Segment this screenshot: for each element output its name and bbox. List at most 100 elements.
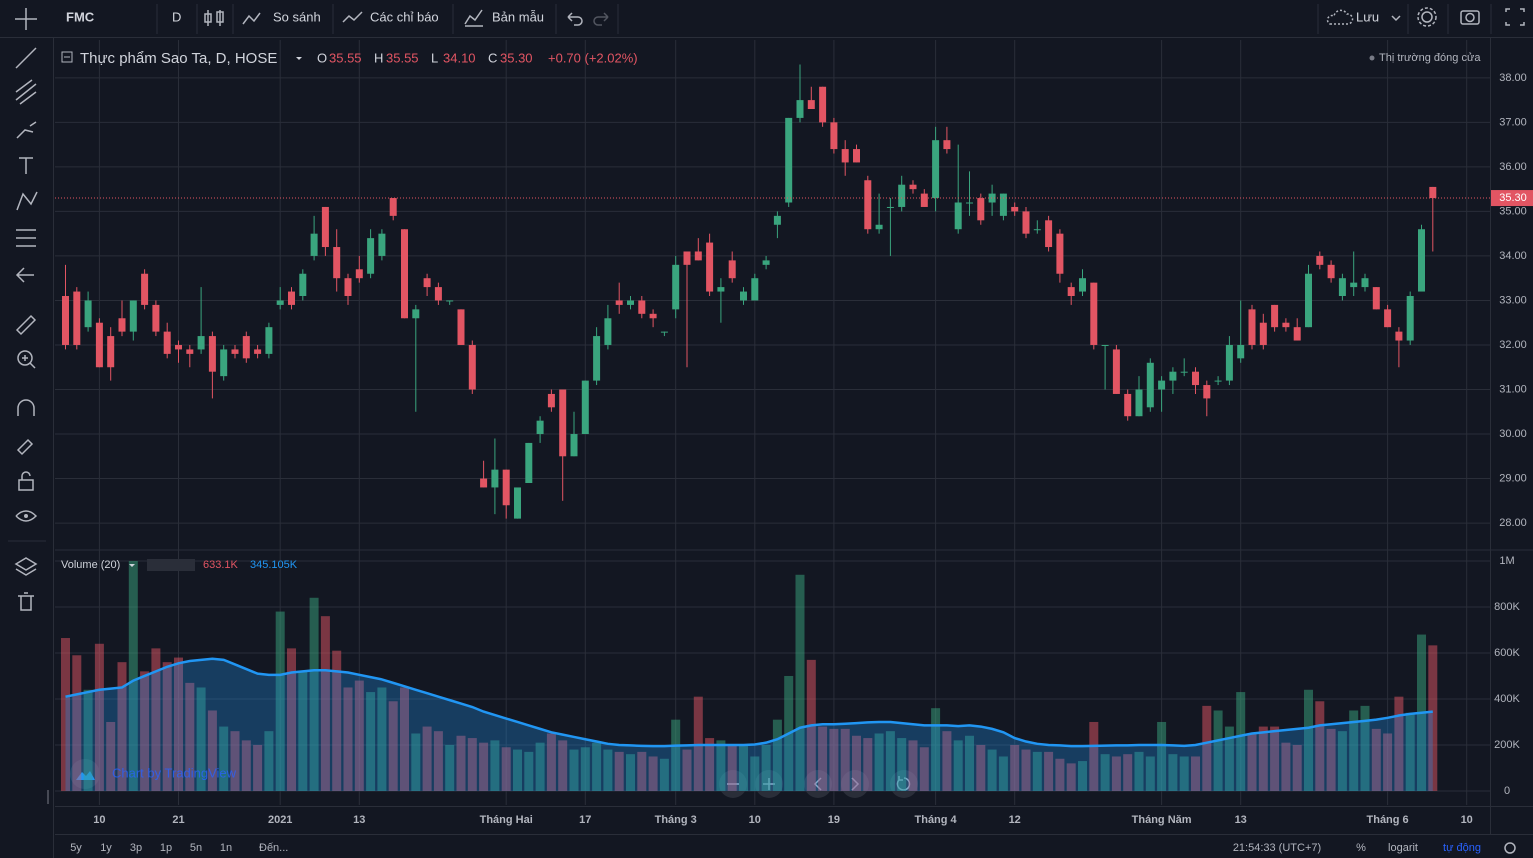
log-toggle[interactable]: logarit [1388, 842, 1418, 854]
candle-body [355, 269, 363, 279]
range-button[interactable]: 1y [100, 842, 112, 854]
volume-bar [140, 671, 150, 791]
candle-body [378, 233, 386, 256]
volume-bar [1394, 696, 1404, 791]
volume-bar [106, 721, 116, 791]
candle-body [175, 344, 182, 350]
volume-bar [513, 749, 522, 791]
range-button[interactable]: 3p [130, 842, 142, 854]
volume-bar [1111, 756, 1121, 791]
candle-body [604, 318, 612, 345]
volume-bar [456, 735, 466, 791]
candle-body [310, 233, 318, 256]
settings-icon[interactable] [1504, 842, 1516, 854]
x-tick-label: 10 [93, 814, 105, 826]
candle-body [220, 349, 228, 377]
volume-bar [422, 726, 432, 791]
legend-value: 35.55 [386, 50, 419, 65]
volume-bar [377, 687, 387, 791]
volume-bar [739, 744, 748, 791]
volume-bar [1055, 758, 1065, 791]
save-button[interactable]: Lưu [1356, 9, 1379, 24]
volume-bar [637, 751, 647, 791]
indicators-button[interactable]: Các chỉ báo [370, 9, 439, 24]
volume-last: 633.1K [203, 559, 239, 571]
volume-bar [716, 740, 726, 791]
candle-body [909, 184, 917, 190]
y-tick-label: 36.00 [1499, 161, 1527, 173]
ma-last: 345.105K [250, 559, 298, 571]
volume-bar [603, 749, 613, 791]
candle-body [333, 247, 341, 279]
volume-bar [1044, 751, 1054, 791]
legend-buttons[interactable] [147, 559, 195, 571]
volume-bar [569, 749, 579, 791]
candle-body [660, 331, 668, 333]
candle-body [1316, 255, 1324, 265]
candle-body [1225, 344, 1233, 381]
volume-bar [908, 740, 918, 791]
templates-button[interactable]: Bản mẫu [492, 9, 544, 24]
volume-bar [953, 740, 963, 791]
volume-bar [445, 744, 455, 791]
candle-body [502, 469, 510, 506]
range-button[interactable]: 5n [190, 842, 202, 854]
candle-body [536, 420, 544, 435]
candle-body [706, 242, 714, 292]
candle-body [581, 380, 589, 435]
interval[interactable]: D [172, 9, 181, 24]
volume-bar [400, 687, 409, 791]
candle-body [1169, 371, 1177, 381]
range-button[interactable]: 5y [70, 842, 82, 854]
x-tick-label: Tháng 4 [915, 814, 958, 826]
range-button[interactable]: 1p [160, 842, 172, 854]
range-button[interactable]: 1n [220, 842, 232, 854]
volume-bar [207, 710, 217, 791]
volume-bar [72, 655, 82, 791]
y-tick-label: 28.00 [1499, 517, 1527, 529]
volume-bar [320, 616, 330, 791]
volume-bar [626, 754, 635, 791]
x-tick-label: 21 [172, 814, 184, 826]
candle-body [1135, 389, 1143, 417]
volume-bar [558, 740, 568, 791]
auto-toggle[interactable]: tự động [1443, 842, 1481, 854]
candle-body [943, 140, 951, 150]
candle-body [615, 300, 623, 305]
candle-body [457, 309, 465, 345]
candle-body [1338, 278, 1346, 297]
candle-body [977, 198, 985, 221]
candle-body [1180, 371, 1188, 373]
x-tick-label: 10 [1461, 814, 1473, 826]
volume-bar [1428, 645, 1438, 791]
percent-toggle[interactable]: % [1356, 842, 1366, 854]
y-tick-label: 200K [1494, 739, 1520, 751]
symbol[interactable]: FMC [66, 9, 95, 24]
candle-body [796, 100, 804, 118]
volume-bar [772, 719, 782, 791]
candle-body [1011, 206, 1019, 212]
candle-body [401, 229, 408, 319]
chart-title: Thực phẩm Sao Ta, D, HOSE [80, 50, 277, 67]
y-tick-label: 800K [1494, 601, 1520, 613]
status-dot [1369, 55, 1375, 61]
candle-body [367, 238, 375, 274]
candle-body [389, 198, 397, 216]
y-tick-label: 31.00 [1499, 383, 1527, 395]
candle-body [898, 184, 906, 207]
candle-body [1022, 211, 1030, 234]
volume-bar [874, 733, 884, 791]
goto-button[interactable]: Đến... [259, 842, 288, 854]
candle-body [276, 300, 284, 305]
collapse-button[interactable] [61, 51, 73, 63]
dropdown-icon [296, 57, 302, 60]
volume-bar [1157, 721, 1167, 791]
compare-button[interactable]: So sánh [273, 9, 321, 24]
y-tick-label: 0 [1504, 785, 1510, 797]
volume-bar [829, 728, 839, 791]
volume-bar [897, 738, 907, 791]
volume-bar [795, 574, 805, 791]
volume-bar [818, 726, 828, 791]
candle-body [954, 202, 962, 230]
volume-bar [1315, 701, 1325, 791]
